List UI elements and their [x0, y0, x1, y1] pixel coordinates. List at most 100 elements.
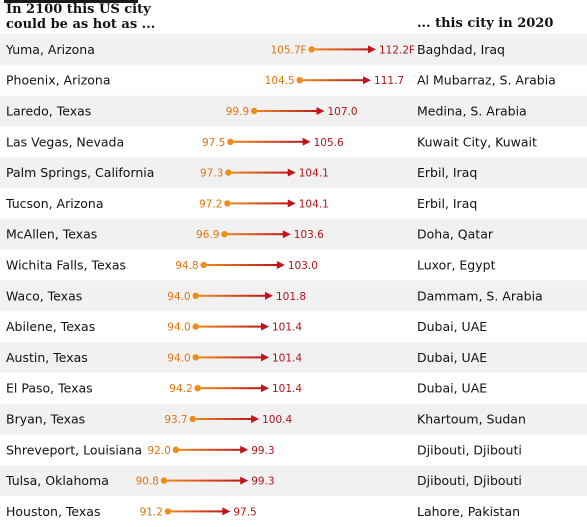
match-city-label: Kuwait City, Kuwait [417, 134, 537, 149]
start-dot [189, 415, 196, 423]
start-dot [172, 446, 180, 453]
future-temp-label: 104.1 [299, 168, 329, 180]
current-temp-label: 105.7F [270, 44, 306, 56]
future-temp-label: 99.3 [251, 476, 274, 488]
future-temp-label: 101.4 [272, 322, 302, 334]
arrow-head [261, 322, 270, 331]
current-temp-label: 94.0 [167, 352, 190, 364]
row-band [0, 280, 587, 312]
match-city-label: Dammam, S. Arabia [417, 288, 543, 303]
change-arrow-line [195, 294, 267, 297]
match-city-label: Djibouti, Djibouti [417, 442, 522, 457]
current-temp-label: 97.3 [200, 168, 223, 180]
change-arrow-line [197, 387, 264, 390]
current-temp-label: 93.7 [164, 414, 187, 426]
change-arrow-line [167, 510, 225, 513]
future-temp-label: 97.5 [233, 506, 256, 518]
current-temp-label: 94.0 [167, 322, 190, 334]
change-arrow-line [203, 264, 279, 266]
us-city-label: El Paso, Texas [6, 381, 93, 396]
arrow-head [302, 137, 311, 146]
start-dot [200, 261, 207, 269]
us-city-header-line2: could be as hot as ... [6, 17, 156, 32]
row-band [0, 342, 587, 373]
change-arrow-line [195, 325, 264, 328]
start-dot [192, 292, 199, 299]
future-temp-label: 100.4 [262, 414, 292, 426]
future-temp-label: 101.8 [276, 291, 306, 303]
match-city-label: Djibouti, Djibouti [417, 473, 522, 488]
change-arrow-line [195, 356, 264, 359]
us-city-label: Tucson, Arizona [5, 196, 104, 211]
arrow-head [240, 476, 249, 485]
current-temp-label: 97.5 [202, 137, 225, 149]
match-city-label: Khartoum, Sudan [417, 412, 526, 427]
row-band [0, 34, 587, 65]
start-dot [224, 200, 231, 207]
us-city-label: Bryan, Texas [6, 412, 85, 427]
row-band [0, 403, 587, 435]
us-city-label: Yuma, Arizona [5, 42, 95, 57]
current-temp-label: 94.2 [169, 383, 192, 395]
arrow-head [240, 445, 249, 454]
future-temp-label: 111.7 [374, 75, 404, 87]
change-arrow-line [192, 418, 254, 420]
arrow-head [287, 168, 296, 177]
us-city-label: Austin, Texas [6, 350, 88, 365]
us-city-label: Wichita Falls, Texas [6, 258, 126, 273]
change-arrow-line [311, 48, 370, 51]
us-city-label: Las Vegas, Nevada [6, 134, 124, 149]
match-city-label: Luxor, Egypt [417, 258, 496, 273]
start-dot [296, 77, 303, 84]
current-temp-label: 91.2 [140, 506, 163, 518]
future-temp-label: 107.0 [327, 106, 357, 118]
arrow-head [282, 230, 291, 239]
match-city-label: Doha, Qatar [417, 227, 494, 242]
match-city-label: Al Mubarraz, S. Arabia [417, 73, 556, 88]
future-temp-label: 101.4 [272, 383, 302, 395]
current-temp-label: 96.9 [196, 229, 219, 241]
header-rule [4, 0, 138, 3]
match-city-label: Erbil, Iraq [417, 165, 477, 180]
start-dot [225, 169, 232, 176]
current-temp-label: 104.5 [265, 75, 295, 87]
us-city-label: Abilene, Texas [6, 319, 95, 334]
us-city-header: In 2100 this US city could be as hot as … [6, 2, 266, 32]
us-city-label: Waco, Texas [6, 288, 82, 303]
future-temp-label: 112.2F [379, 44, 415, 56]
current-temp-label: 90.8 [136, 476, 159, 488]
us-city-label: Shreveport, Louisiana [6, 442, 142, 457]
arrow-head [276, 261, 285, 269]
arrow-head [316, 107, 325, 115]
match-city-label: Dubai, UAE [417, 319, 487, 334]
change-arrow-line [175, 448, 243, 451]
match-city-label: Lahore, Pakistan [417, 504, 520, 519]
change-arrow-line [230, 140, 305, 143]
future-temp-label: 104.1 [299, 198, 329, 210]
us-city-label: Palm Springs, California [6, 165, 154, 180]
arrow-head [222, 507, 231, 516]
match-city-label: Erbil, Iraq [417, 196, 477, 211]
match-city-label: Dubai, UAE [417, 381, 487, 396]
arrow-head [261, 353, 270, 362]
start-dot [221, 231, 228, 238]
us-city-label: McAllen, Texas [6, 227, 97, 242]
us-city-header-line1: In 2100 this US city [6, 2, 151, 17]
future-temp-label: 99.3 [251, 445, 274, 457]
start-dot [164, 508, 172, 515]
start-dot [227, 138, 234, 145]
arrow-head [264, 291, 273, 300]
match-city-label: Dubai, UAE [417, 350, 487, 365]
future-temp-label: 103.0 [288, 260, 318, 272]
arrow-head [368, 45, 376, 54]
current-temp-label: 94.8 [175, 260, 198, 272]
row-band [0, 218, 587, 250]
current-temp-label: 97.2 [199, 198, 222, 210]
future-temp-label: 105.6 [314, 137, 344, 149]
us-city-label: Houston, Texas [6, 504, 100, 519]
arrow-head [261, 384, 270, 393]
start-dot [192, 323, 199, 330]
us-city-label: Laredo, Texas [6, 104, 91, 119]
